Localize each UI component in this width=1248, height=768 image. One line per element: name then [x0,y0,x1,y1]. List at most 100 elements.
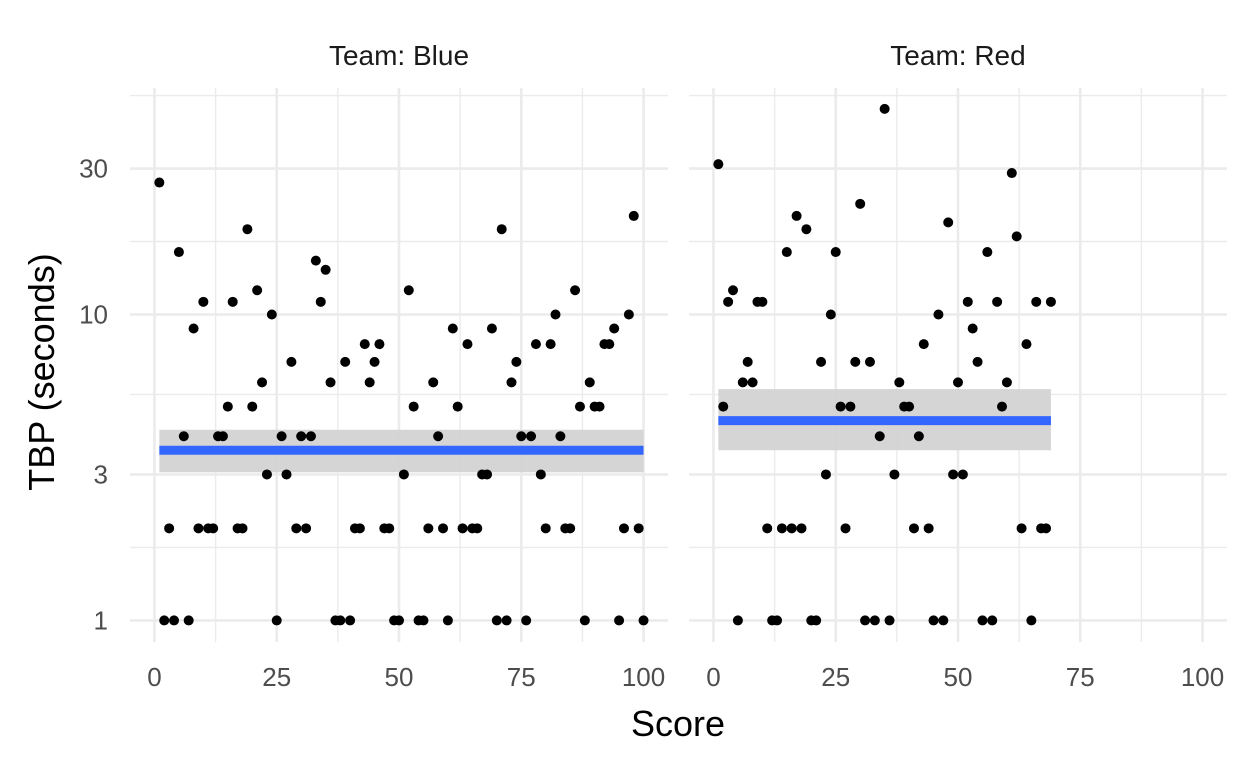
data-point [884,615,895,626]
data-point [723,296,734,307]
data-point [310,255,321,266]
data-point [354,523,365,534]
data-point [364,377,375,388]
data-point [938,615,949,626]
data-point [574,401,585,412]
data-point [315,296,326,307]
data-point [291,523,302,534]
data-point [992,296,1003,307]
data-point [423,523,434,534]
data-point [154,177,165,188]
data-point [222,401,233,412]
data-point [948,469,959,480]
data-point [217,431,228,442]
data-point [820,469,831,480]
data-point [747,377,758,388]
data-point [781,247,792,258]
data-point [609,323,620,334]
data-point [565,523,576,534]
data-point [266,309,277,320]
data-point [997,401,1008,412]
data-point [874,431,885,442]
x-tick-label: 75 [1066,662,1095,692]
y-axis-title: TBP (seconds) [21,253,62,490]
data-point [633,523,644,534]
data-point [169,615,180,626]
data-point [550,309,561,320]
data-point [521,615,532,626]
x-tick-label: 25 [821,662,850,692]
data-point [796,523,807,534]
data-point [1031,296,1042,307]
data-point [438,523,449,534]
data-point [271,615,282,626]
x-tick-label: 75 [507,662,536,692]
data-point [501,615,512,626]
data-point [628,210,639,221]
data-point [428,377,439,388]
data-point [918,339,929,350]
x-axis-title: Score [631,703,725,744]
data-point [728,285,739,296]
data-point [1006,168,1017,179]
x-tick-label: 25 [262,662,291,692]
data-point [825,309,836,320]
data-point [943,217,954,228]
data-point [894,377,905,388]
data-point [742,356,753,367]
facet-panel: 0 25 50 75 100 Team: Blue [130,40,668,692]
data-point [183,615,194,626]
data-point [1016,523,1027,534]
data-point [869,615,880,626]
data-point [496,224,507,235]
data-point [962,296,973,307]
data-point [408,401,419,412]
facet-panel: 0 25 50 75 100 Team: Red [689,40,1227,692]
data-point [860,615,871,626]
data-point [193,523,204,534]
data-point [301,523,312,534]
x-tick-label: 100 [622,662,665,692]
facet-strip-label: Team: Blue [329,40,469,71]
data-point [178,431,189,442]
x-tick-label: 50 [944,662,973,692]
data-point [452,401,463,412]
data-point [762,523,773,534]
y-tick-label: 30 [79,154,108,184]
data-point [457,523,468,534]
x-tick-label: 0 [706,662,720,692]
data-point [530,339,541,350]
data-point [535,469,546,480]
data-point [584,377,595,388]
data-point [953,377,963,388]
data-point [776,523,787,534]
data-point [173,247,184,258]
data-point [516,431,527,442]
data-point [845,401,856,412]
data-point [850,356,861,367]
data-point [1026,615,1037,626]
data-point [540,523,551,534]
data-point [732,615,743,626]
facet-strip-label: Team: Red [890,40,1025,71]
data-point [369,356,380,367]
data-point [462,339,473,350]
data-point [261,469,272,480]
data-point [713,159,724,170]
data-point [242,224,253,235]
data-point [511,356,522,367]
data-point [570,285,581,296]
data-point [340,356,351,367]
data-point [208,523,219,534]
data-point [923,523,934,534]
data-point [737,377,748,388]
data-point [447,323,458,334]
data-point [830,247,841,258]
data-point [252,285,263,296]
data-point [325,377,336,388]
data-point [840,523,851,534]
data-point [604,339,615,350]
data-point [486,323,497,334]
data-point [526,431,537,442]
